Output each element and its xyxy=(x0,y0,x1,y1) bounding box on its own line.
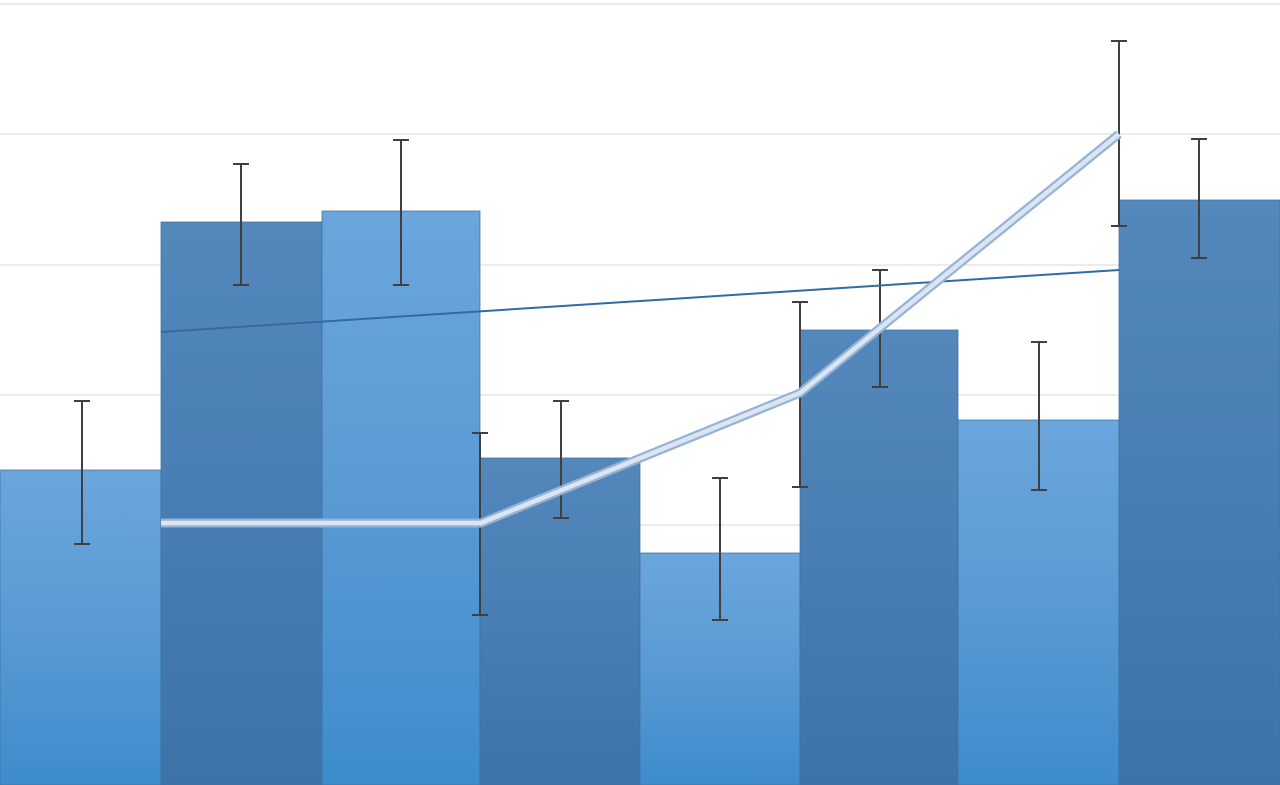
error-bar xyxy=(712,476,728,622)
bar[interactable] xyxy=(321,210,481,785)
bar[interactable] xyxy=(1118,199,1280,785)
error-bar xyxy=(553,399,569,520)
error-bar xyxy=(393,138,409,287)
error-bars xyxy=(74,39,1207,622)
bar-series xyxy=(0,199,1280,785)
error-bar xyxy=(74,399,90,546)
trend-line-series[interactable] xyxy=(160,269,1120,333)
error-bar xyxy=(1111,39,1127,228)
error-bar xyxy=(233,162,249,287)
bar[interactable] xyxy=(160,221,323,785)
bar[interactable] xyxy=(799,329,959,785)
error-bar xyxy=(1191,137,1207,260)
error-bar xyxy=(1031,340,1047,492)
bar[interactable] xyxy=(0,469,162,785)
step-line-series[interactable] xyxy=(161,132,1121,526)
bar[interactable] xyxy=(479,457,641,785)
